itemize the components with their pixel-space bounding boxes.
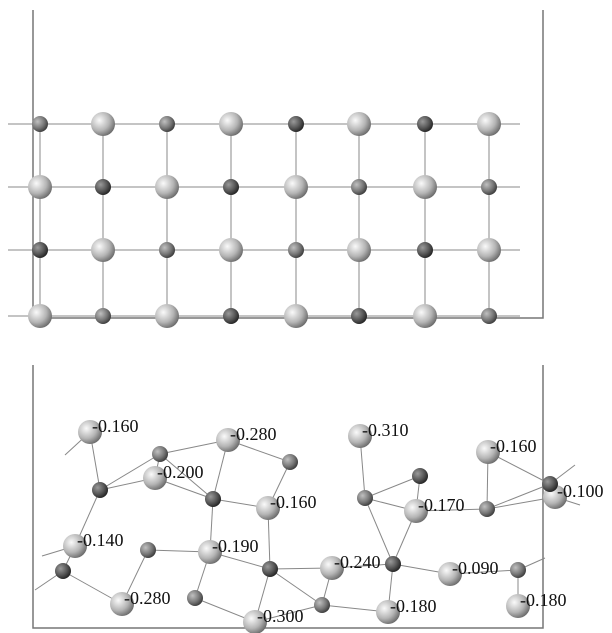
bond: [270, 569, 322, 605]
atom: [351, 308, 367, 324]
atom: [412, 468, 428, 484]
atom: [347, 112, 371, 136]
charge-label: -0.100: [557, 481, 604, 501]
atom: [187, 590, 203, 606]
atom: [477, 238, 501, 262]
atom: [159, 116, 175, 132]
atom: [413, 304, 437, 328]
bond: [487, 484, 550, 509]
atom: [417, 116, 433, 132]
atom: [55, 563, 71, 579]
atom: [481, 308, 497, 324]
atom: [95, 179, 111, 195]
charge-label: -0.280: [230, 424, 277, 444]
charge-label: -0.140: [77, 530, 124, 550]
atom: [219, 112, 243, 136]
atom: [357, 490, 373, 506]
charge-label: -0.160: [92, 416, 139, 436]
atom: [284, 175, 308, 199]
charge-label: -0.300: [257, 606, 304, 626]
atom: [152, 446, 168, 462]
atoms: [28, 112, 567, 633]
charge-label: -0.190: [212, 536, 259, 556]
atom: [159, 242, 175, 258]
charge-label: -0.200: [157, 462, 204, 482]
charge-label: -0.180: [390, 596, 437, 616]
atom: [32, 116, 48, 132]
charge-label: -0.160: [270, 492, 317, 512]
atom: [417, 242, 433, 258]
atom: [91, 112, 115, 136]
bond: [365, 476, 420, 498]
atom: [479, 501, 495, 517]
atom: [28, 304, 52, 328]
atom: [223, 308, 239, 324]
charge-label: -0.170: [418, 495, 465, 515]
charge-label: -0.240: [334, 552, 381, 572]
atom: [219, 238, 243, 262]
atom: [223, 179, 239, 195]
top-cell: [33, 10, 543, 318]
atom: [288, 242, 304, 258]
figure: -0.160 -0.280 -0.310 -0.160 -0.200 -0.100 -0.1…: [0, 0, 612, 633]
atom: [542, 476, 558, 492]
atom: [481, 179, 497, 195]
atom: [140, 542, 156, 558]
atom: [205, 491, 221, 507]
atom: [32, 242, 48, 258]
atom: [28, 175, 52, 199]
atom: [155, 304, 179, 328]
atom: [155, 175, 179, 199]
atom: [91, 238, 115, 262]
charge-label: -0.310: [362, 420, 409, 440]
atom: [314, 597, 330, 613]
charge-label: -0.280: [124, 588, 171, 608]
atom: [351, 179, 367, 195]
atom: [92, 482, 108, 498]
atom: [477, 112, 501, 136]
atom: [385, 556, 401, 572]
charge-label: -0.180: [520, 590, 567, 610]
atom: [510, 562, 526, 578]
atom: [262, 561, 278, 577]
atom: [282, 454, 298, 470]
charge-label: -0.090: [452, 558, 499, 578]
atom: [284, 304, 308, 328]
atom: [347, 238, 371, 262]
atom: [95, 308, 111, 324]
charge-label: -0.160: [490, 436, 537, 456]
atom: [288, 116, 304, 132]
atom: [413, 175, 437, 199]
